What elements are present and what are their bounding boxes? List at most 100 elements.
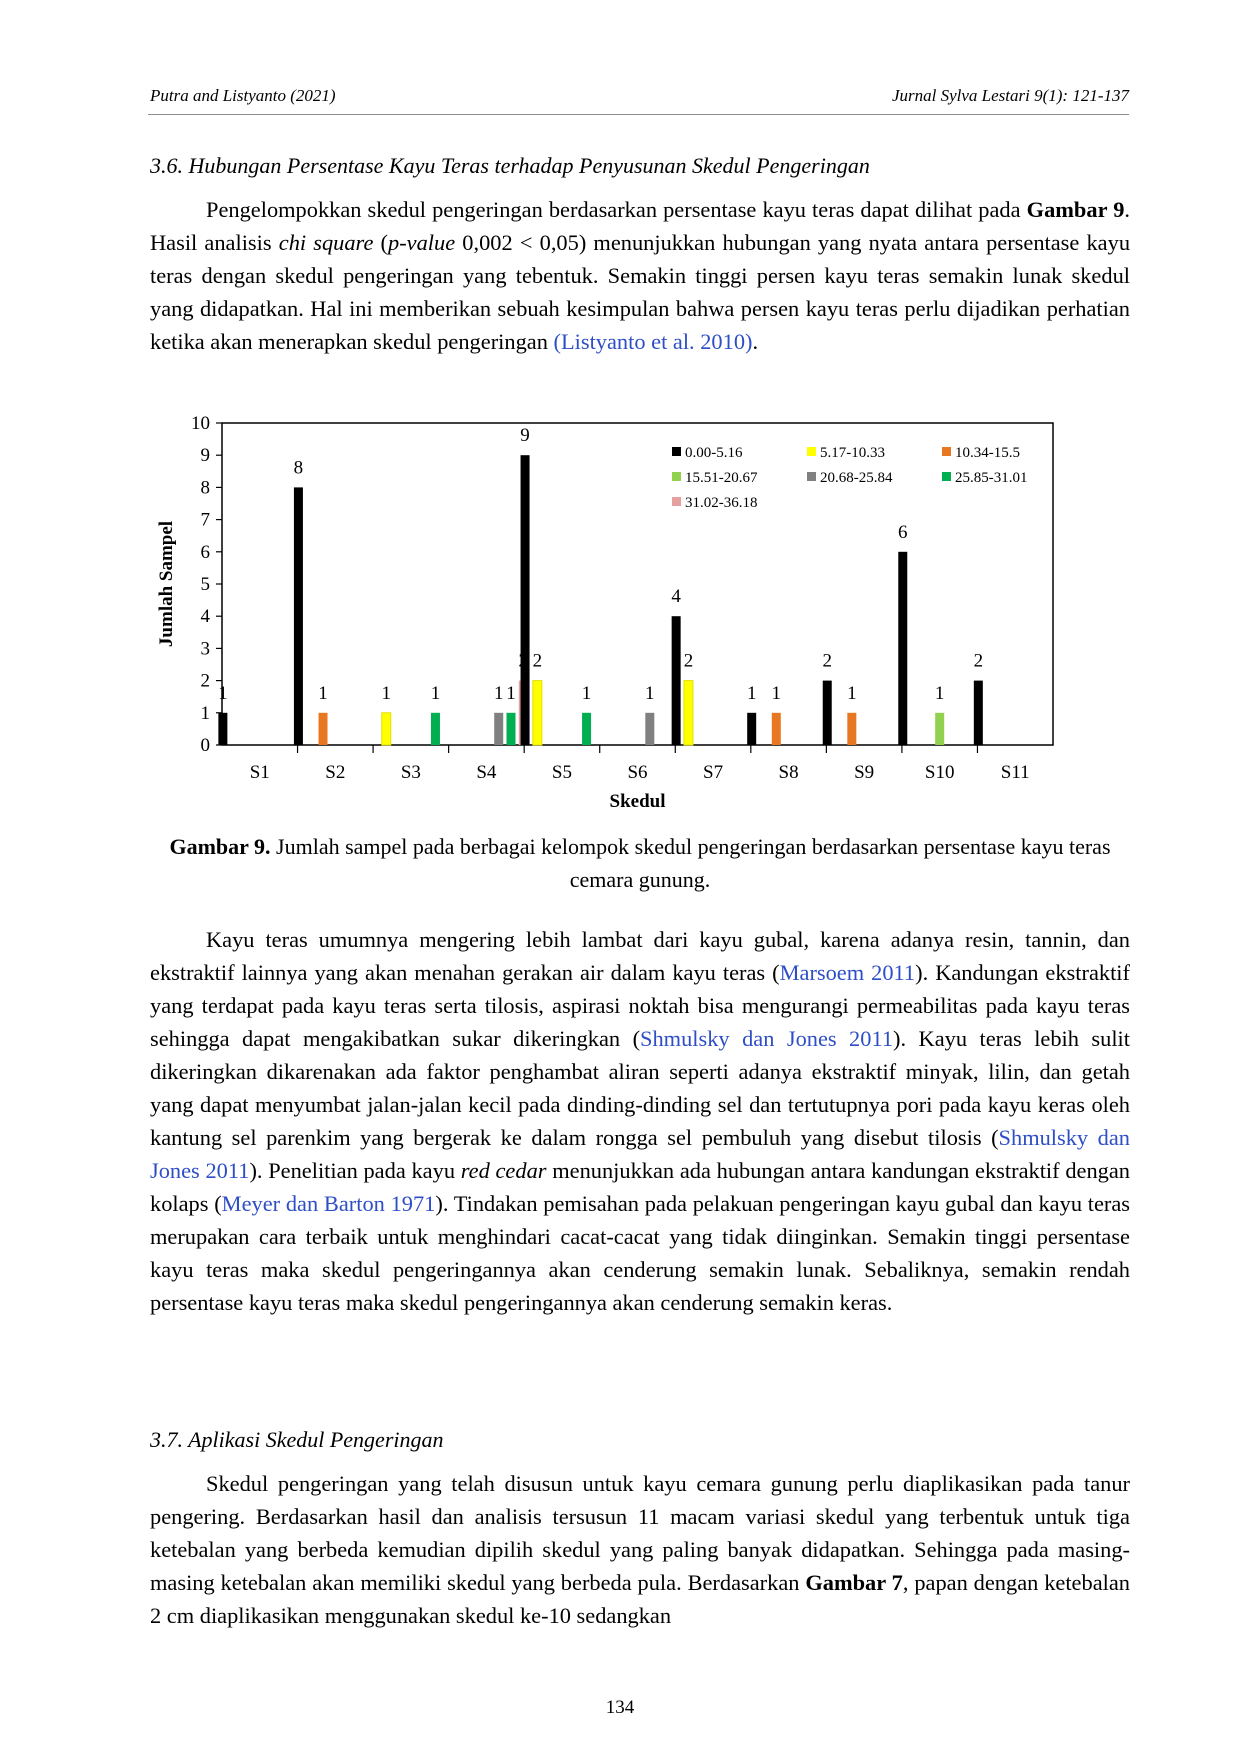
plot-area-frame: [221, 422, 1054, 746]
data-label: 2: [822, 651, 832, 672]
data-label: 1: [506, 683, 516, 704]
legend-label: 5.17-10.33: [820, 445, 885, 461]
data-label: 2: [684, 651, 694, 672]
bar: [582, 712, 592, 745]
bar: [381, 712, 392, 746]
y-tick-label: 6: [201, 542, 211, 563]
caption-text: Jumlah sampel pada berbagai kelompok ske…: [270, 834, 1111, 892]
section-3-7-paragraph: Skedul pengeringan yang telah disusun un…: [150, 1467, 1130, 1632]
text-run: Skedul pengeringan yang telah disusun un…: [150, 1471, 1130, 1595]
bar: [822, 680, 832, 745]
x-tick-label: S7: [703, 762, 723, 783]
bar: [532, 680, 543, 746]
x-tick-label: S9: [854, 762, 874, 783]
bar: [494, 712, 504, 745]
data-label: 1: [582, 683, 592, 704]
text-run: . Hasil analisis: [150, 197, 1130, 255]
bar: [747, 712, 757, 745]
bar: [218, 712, 228, 745]
data-label: 1: [218, 683, 228, 704]
bar: [506, 712, 516, 745]
bar: [520, 455, 530, 745]
data-label: 9: [520, 425, 530, 446]
x-tick-label: S8: [779, 762, 799, 783]
x-tick-label: S5: [552, 762, 572, 783]
legend-label: 10.34-15.5: [955, 445, 1020, 461]
x-tick-label: S6: [627, 762, 647, 783]
data-label: 2: [533, 651, 543, 672]
legend-swatch: [807, 447, 816, 456]
figure-reference[interactable]: Gambar 9: [1026, 197, 1125, 222]
data-label: 1: [382, 683, 392, 704]
x-tick-label: S1: [250, 762, 270, 783]
bar: [847, 712, 857, 745]
text-run: .: [752, 329, 759, 354]
figure-reference[interactable]: Gambar 7: [805, 1570, 903, 1595]
data-label: 1: [772, 683, 782, 704]
text-run: menunjukkan ada hubungan antara kandunga…: [150, 1158, 1130, 1216]
x-tick-label: S11: [1001, 762, 1030, 783]
bar: [973, 680, 983, 745]
data-label: 1: [645, 683, 655, 704]
legend-label: 15.51-20.67: [685, 470, 758, 486]
y-tick-label: 10: [191, 413, 210, 434]
x-axis-title: Skedul: [610, 791, 666, 812]
legend-swatch: [942, 472, 951, 481]
citation-link[interactable]: Meyer dan Barton 1971: [221, 1191, 436, 1216]
caption-label: Gambar 9.: [169, 834, 271, 859]
citation-link[interactable]: Shmulsky dan Jones 2011: [640, 1026, 894, 1051]
x-tick-label: S10: [925, 762, 955, 783]
text-run: ). Kandungan ekstraktif yang terdapat pa…: [150, 960, 1130, 1051]
x-tick-label: S3: [401, 762, 421, 783]
y-tick-label: 8: [201, 477, 211, 498]
text-run: 0,002 < 0,05) menunjukkan hubungan yang …: [150, 230, 1131, 354]
text-run: (: [373, 230, 389, 255]
bar: [293, 487, 303, 745]
bar: [318, 712, 328, 745]
section-3-6-title: 3.6. Hubungan Persentase Kayu Teras terh…: [150, 153, 870, 178]
text-run: ). Penelitian pada kayu: [249, 1158, 461, 1183]
legend-label: 20.68-25.84: [820, 470, 893, 486]
legend-label: 25.85-31.01: [955, 470, 1028, 486]
running-header-authors: Putra and Listyanto (2021): [150, 86, 336, 105]
bar: [771, 712, 781, 745]
figure-caption: Gambar 9. Jumlah sampel pada berbagai ke…: [150, 830, 1130, 896]
text-run: Kayu teras umumnya mengering lebih lamba…: [150, 927, 1130, 985]
y-tick-label: 9: [201, 445, 211, 466]
y-tick-label: 2: [201, 671, 211, 692]
data-label: 6: [898, 522, 908, 543]
section-3-7-title: 3.7. Aplikasi Skedul Pengeringan: [150, 1427, 444, 1452]
legend-swatch: [672, 472, 681, 481]
header-rule: [148, 114, 1129, 115]
citation-link[interactable]: (Listyanto et al. 2010): [553, 329, 753, 354]
text-run: , papan dengan ketebalan 2 cm diaplikasi…: [150, 1570, 1130, 1628]
text-run-italic: red cedar: [460, 1158, 547, 1183]
data-label: 4: [671, 586, 681, 607]
citation-link[interactable]: Marsoem 2011: [779, 960, 916, 985]
data-label: 8: [294, 457, 304, 478]
bar: [671, 616, 681, 745]
legend-swatch: [807, 472, 816, 481]
y-axis-title: Jumlah Sampel: [156, 521, 177, 647]
section-3-6-paragraph: Pengelompokkan skedul pengeringan berdas…: [150, 193, 1130, 358]
bar: [645, 712, 655, 745]
data-label: 1: [847, 683, 857, 704]
legend-swatch: [672, 447, 681, 456]
y-tick-label: 7: [201, 510, 211, 531]
text-run: Pengelompokkan skedul pengeringan berdas…: [206, 197, 1027, 222]
y-tick-label: 4: [201, 606, 211, 627]
x-tick-label: S4: [476, 762, 497, 783]
y-tick-label: 1: [201, 703, 211, 724]
data-label: 1: [935, 683, 945, 704]
text-run-italic: p-value: [388, 230, 456, 255]
data-label: 1: [318, 683, 328, 704]
data-label: 1: [431, 683, 441, 704]
data-label: 1: [494, 683, 504, 704]
legend-label: 31.02-36.18: [685, 495, 758, 511]
legend-label: 0.00-5.16: [685, 445, 743, 461]
legend-swatch: [672, 497, 681, 506]
page-number: 134: [605, 1697, 635, 1718]
legend-swatch: [942, 447, 951, 456]
bar: [683, 680, 694, 746]
citation-link[interactable]: Shmulsky dan Jones 2011: [150, 1125, 1130, 1183]
